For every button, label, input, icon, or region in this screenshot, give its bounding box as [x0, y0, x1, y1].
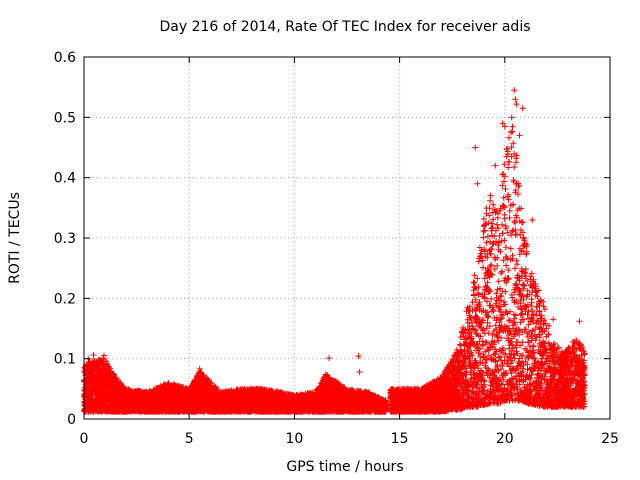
x-tick-label: 10	[285, 431, 303, 447]
y-tick-label: 0.1	[54, 352, 76, 368]
x-tick-label: 15	[391, 431, 409, 447]
x-tick-label: 25	[601, 431, 619, 447]
y-tick-label: 0	[67, 412, 76, 428]
x-tick-label: 20	[496, 431, 514, 447]
grid-lines	[84, 57, 610, 419]
y-tick-label: 0.3	[54, 231, 76, 247]
y-tick-label: 0.5	[54, 110, 76, 126]
y-tick-label: 0.4	[54, 171, 76, 187]
x-tick-label: 0	[80, 431, 89, 447]
roti-point-markers	[81, 87, 588, 415]
x-axis-label: GPS time / hours	[286, 459, 403, 475]
chart-title: Day 216 of 2014, Rate Of TEC Index for r…	[159, 19, 530, 35]
x-tick-label: 5	[185, 431, 194, 447]
y-axis-label: ROTI / TECUs	[7, 192, 23, 284]
y-tick-label: 0.6	[54, 50, 76, 66]
y-tick-label: 0.2	[54, 291, 76, 307]
axis-ticks: 0 5 10 15 20 25 0 0.1 0.2 0.3 0.4 0.5 0.6	[54, 50, 619, 447]
plot-frame	[83, 56, 611, 420]
data-points	[81, 87, 588, 415]
